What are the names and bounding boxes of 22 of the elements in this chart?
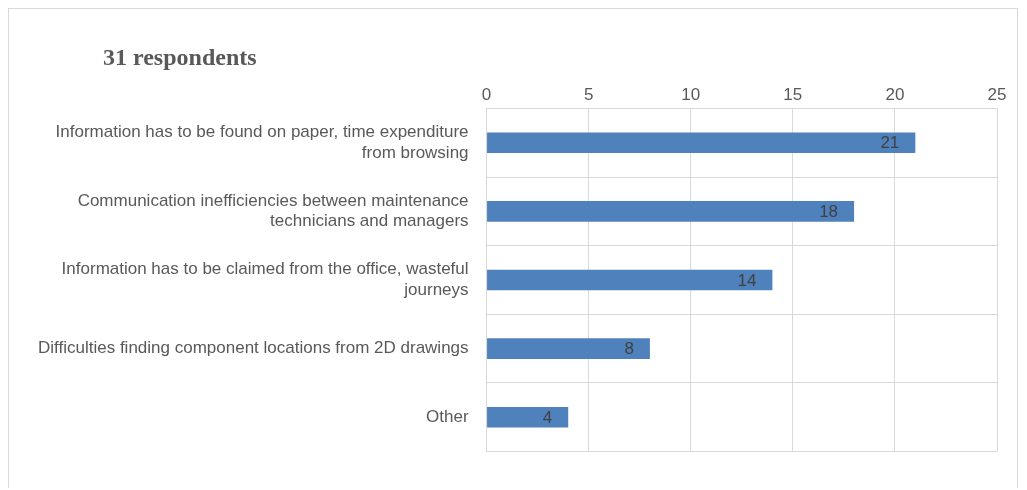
bar <box>487 406 569 428</box>
data-label: 4 <box>542 407 553 427</box>
bar <box>487 201 855 222</box>
x-tick-label: 5 <box>583 84 594 104</box>
bar <box>487 132 916 154</box>
x-tick-label: 10 <box>681 84 701 104</box>
y-tick-label: Difficulties finding component locations from 2D drawings <box>38 338 469 358</box>
data-label: 18 <box>819 202 839 222</box>
text: 31 respondents <box>103 44 257 71</box>
data-label: 21 <box>880 133 900 153</box>
data-label: 8 <box>624 339 634 359</box>
x-tick-label: 0 <box>481 84 492 104</box>
y-tick-label: Other <box>426 406 469 426</box>
y-tick-label: Information has to be claimed from the office, wasteful journeys <box>61 259 469 299</box>
y-tick-label: Information has to be found on paper, time expenditure from browsing <box>55 122 469 162</box>
bar <box>487 269 773 291</box>
bar <box>487 338 650 359</box>
x-tick-label: 25 <box>987 84 1007 104</box>
data-label: 14 <box>737 270 757 290</box>
x-tick-label: 20 <box>885 84 905 104</box>
y-tick-label: Communication inefficiencies between maintenance technicians and managers <box>77 190 469 231</box>
x-tick-label: 15 <box>783 84 803 104</box>
